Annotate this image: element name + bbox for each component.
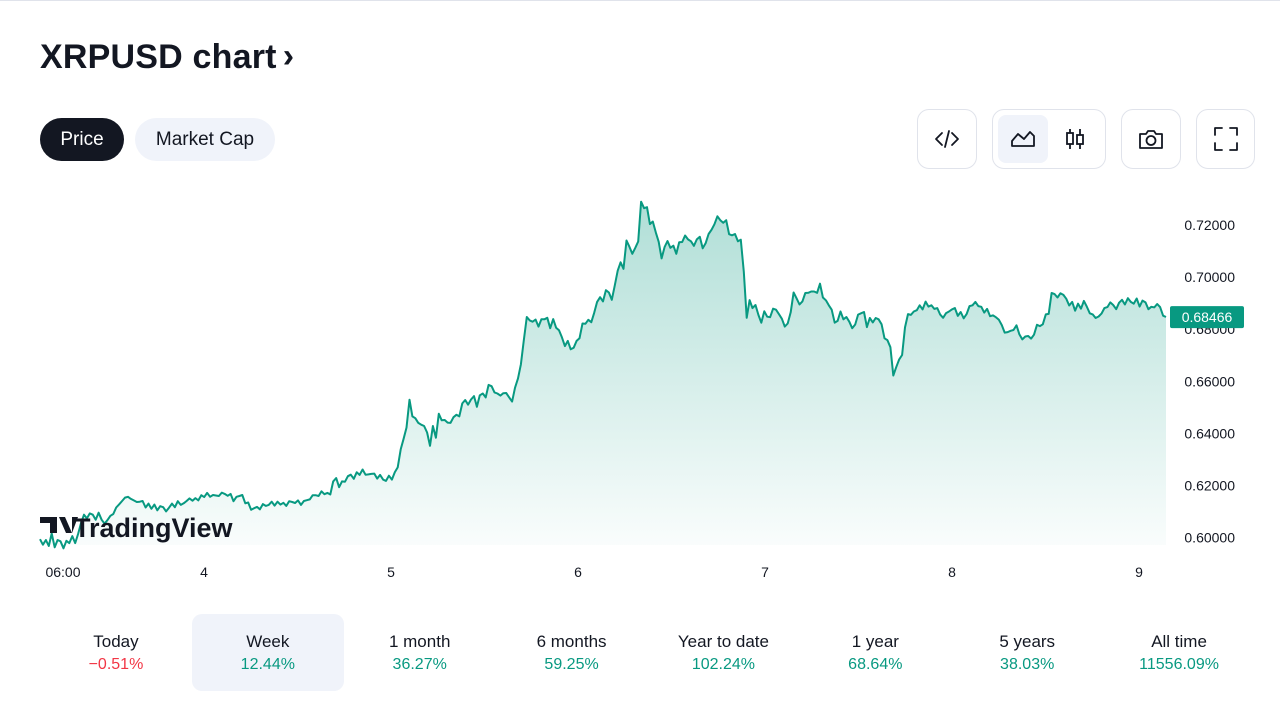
tradingview-logo-icon	[40, 517, 78, 533]
chart-title-link[interactable]: XRPUSD chart ›	[40, 37, 295, 77]
top-divider	[0, 0, 1280, 1]
period-label: 1 month	[388, 631, 451, 651]
camera-icon	[1139, 130, 1163, 149]
fullscreen-icon	[1213, 127, 1238, 151]
period-label: Today	[93, 631, 139, 651]
current-price-label: 0.68466	[1182, 309, 1233, 325]
price-line	[39, 200, 1167, 550]
candlestick-icon	[1066, 129, 1084, 149]
period-6-months[interactable]: 6 months 59.25%	[496, 614, 648, 691]
period-value: 68.64%	[848, 655, 903, 673]
period-label: Year to date	[677, 631, 769, 651]
period-all-time[interactable]: All time 11556.09%	[1103, 614, 1255, 691]
tab-market-cap[interactable]: Market Cap	[135, 118, 275, 161]
embed-button[interactable]	[917, 109, 977, 169]
period-label: All time	[1151, 631, 1207, 651]
period-label: 5 years	[999, 631, 1056, 651]
period-value: 38.03%	[1000, 655, 1055, 673]
period-1-year[interactable]: 1 year 68.64%	[799, 614, 951, 691]
price-chart[interactable]: 0.720000.700000.680000.660000.640000.620…	[0, 180, 1280, 595]
page-title: XRPUSD chart	[40, 38, 277, 76]
period-value: 11556.09%	[1139, 655, 1219, 673]
y-tick-label: 0.60000	[1184, 529, 1235, 545]
y-tick-label: 0.66000	[1184, 373, 1235, 389]
candlestick-style-button[interactable]	[1050, 115, 1100, 163]
period-year-to-date[interactable]: Year to date 102.24%	[648, 614, 800, 691]
tradingview-watermark: TradingView	[40, 513, 234, 543]
fullscreen-button[interactable]	[1196, 109, 1255, 169]
period-today[interactable]: Today −0.51%	[40, 614, 192, 691]
performance-periods: Today −0.51% Week 12.44% 1 month 36.27% …	[40, 614, 1255, 691]
x-tick-label: 06:00	[45, 564, 80, 580]
watermark-text: TradingView	[74, 513, 234, 543]
period-value: 102.24%	[691, 655, 756, 673]
period-week[interactable]: Week 12.44%	[191, 614, 344, 691]
y-tick-label: 0.64000	[1184, 425, 1235, 441]
x-tick-label: 4	[200, 564, 208, 580]
area-chart-icon	[1011, 131, 1035, 147]
y-tick-label: 0.72000	[1184, 217, 1235, 233]
period-label: 6 months	[536, 631, 607, 651]
y-tick-label: 0.62000	[1184, 477, 1235, 493]
period-value: 12.44%	[240, 655, 295, 673]
period-1-month[interactable]: 1 month 36.27%	[344, 614, 496, 691]
y-tick-label: 0.70000	[1184, 269, 1235, 285]
current-price-badge: 0.68466	[1170, 306, 1244, 329]
chevron-right-icon: ›	[282, 37, 295, 75]
x-tick-label: 6	[574, 564, 582, 580]
area-style-button[interactable]	[998, 115, 1048, 163]
period-value: −0.51%	[88, 655, 144, 673]
tab-price[interactable]: Price	[40, 118, 124, 161]
chart-style-switcher	[992, 109, 1106, 169]
x-tick-label: 8	[948, 564, 956, 580]
period-value: 36.27%	[392, 655, 447, 673]
period-label: Week	[246, 631, 290, 651]
period-label: 1 year	[851, 631, 899, 651]
code-icon	[935, 130, 959, 148]
screenshot-button[interactable]	[1121, 109, 1181, 169]
price-area-fill	[40, 201, 1166, 549]
x-tick-label: 9	[1135, 564, 1143, 580]
period-value: 59.25%	[544, 655, 599, 673]
period-5-years[interactable]: 5 years 38.03%	[951, 614, 1103, 691]
x-tick-label: 5	[387, 564, 395, 580]
x-tick-label: 7	[761, 564, 769, 580]
